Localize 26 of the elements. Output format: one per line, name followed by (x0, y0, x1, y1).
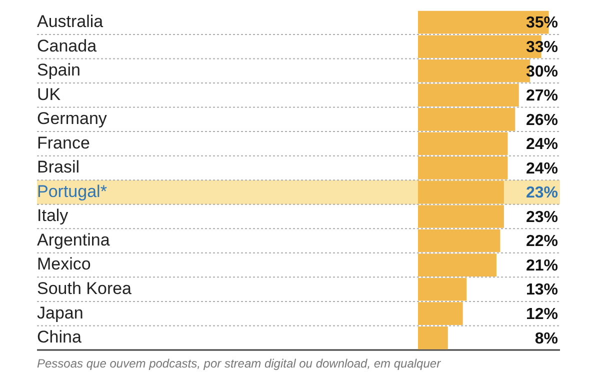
text: Pessoas que ouvem podcasts, por stream digital ou download, em qualquer (37, 356, 442, 370)
y-tick-label: Mexico (37, 254, 91, 274)
y-tick-label: Portugal* (37, 182, 108, 201)
data-label: 24% (526, 160, 558, 178)
data-label: 24% (526, 136, 558, 154)
data-label: 27% (526, 88, 558, 105)
y-tick-label: Brasil (37, 158, 80, 177)
y-tick-label: Spain (37, 60, 80, 80)
y-tick-label: Argentina (37, 230, 110, 250)
data-label: 12% (526, 306, 558, 323)
data-label: 26% (526, 112, 558, 129)
data-label: 8% (534, 330, 558, 348)
y-tick-label: UK (37, 84, 62, 104)
data-label: 21% (526, 257, 558, 274)
y-tick-label: South Korea (37, 279, 132, 298)
y-tick-label: France (37, 133, 90, 152)
y-tick-label: Italy (37, 206, 69, 226)
y-tick-label: China (37, 328, 82, 347)
data-label: 23% (526, 208, 558, 226)
y-tick-label: Germany (37, 109, 108, 128)
data-label: 23% (526, 184, 558, 202)
y-tick-label: Canada (37, 36, 98, 56)
y-tick-label: Australia (37, 12, 104, 32)
data-label: 22% (526, 233, 558, 250)
y-tick-label: Japan (37, 303, 84, 322)
data-label: 13% (526, 282, 558, 299)
